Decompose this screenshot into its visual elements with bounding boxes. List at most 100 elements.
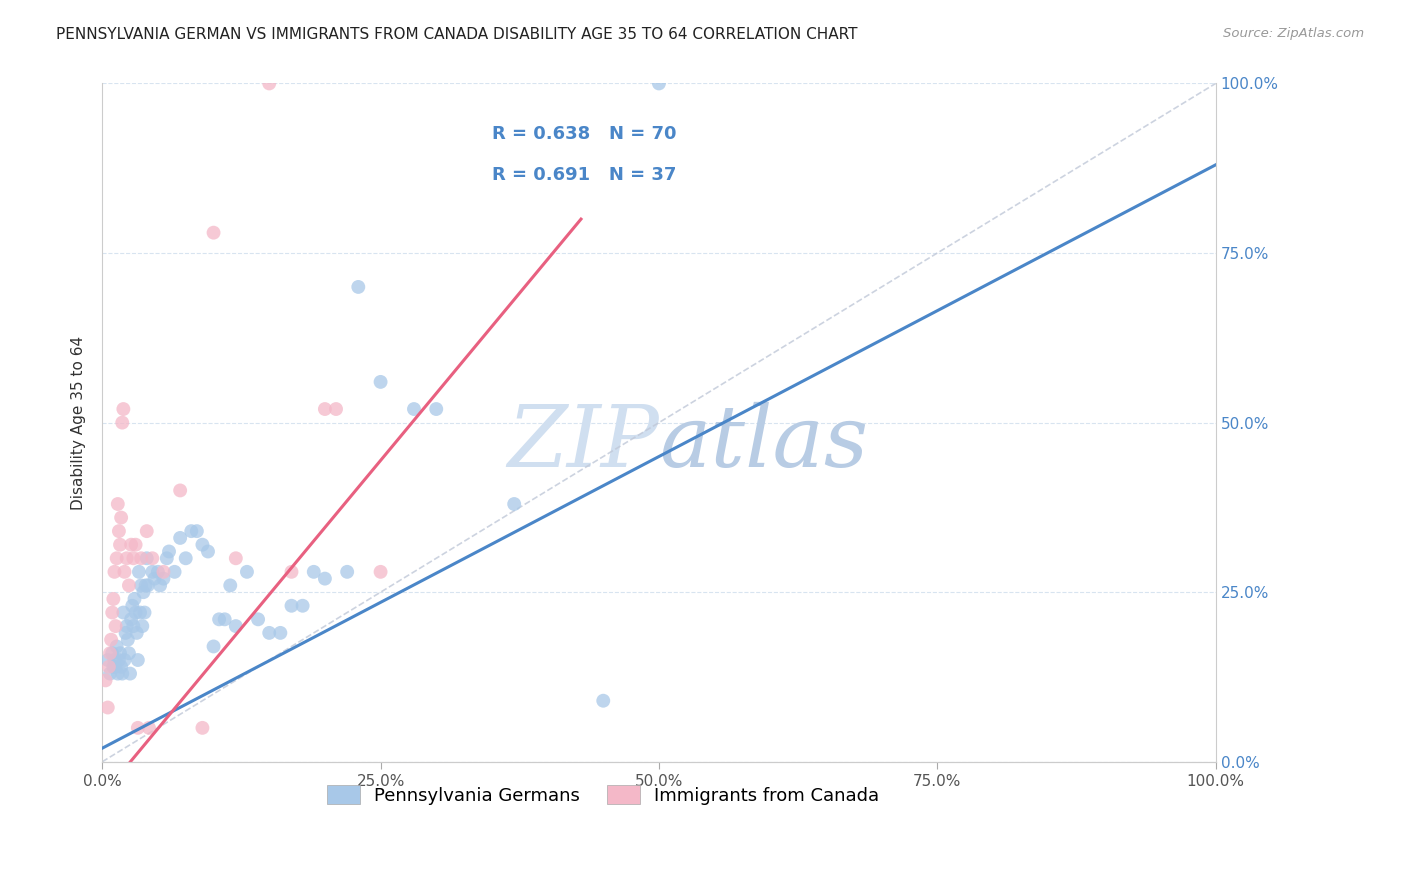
Point: [103, 653, 125, 667]
Point: [314, 402, 336, 417]
Point: [134, 606, 156, 620]
Point: [108, 524, 131, 538]
Point: [347, 280, 370, 294]
Point: [124, 606, 146, 620]
Point: [208, 612, 231, 626]
Point: [114, 565, 136, 579]
Legend: Pennsylvania Germans, Immigrants from Canada: Pennsylvania Germans, Immigrants from Ca…: [318, 776, 889, 814]
Point: [214, 612, 236, 626]
Point: [136, 578, 159, 592]
Point: [115, 619, 138, 633]
Point: [127, 721, 149, 735]
Point: [280, 565, 302, 579]
Point: [111, 666, 134, 681]
Point: [141, 565, 163, 579]
Point: [120, 612, 142, 626]
Point: [174, 551, 197, 566]
Point: [94, 673, 117, 688]
Point: [257, 77, 280, 91]
Point: [108, 653, 131, 667]
Point: [302, 565, 325, 579]
Point: [112, 402, 135, 417]
Point: [104, 660, 127, 674]
Point: [225, 619, 247, 633]
Point: [97, 660, 120, 674]
Point: [112, 606, 135, 620]
Point: [111, 416, 134, 430]
Point: [118, 646, 141, 660]
Point: [110, 660, 132, 674]
Point: [135, 524, 157, 538]
Point: [108, 538, 131, 552]
Point: [122, 619, 145, 633]
Point: [121, 599, 143, 613]
Text: R = 0.638   N = 70: R = 0.638 N = 70: [492, 125, 676, 144]
Point: [117, 632, 139, 647]
Point: [118, 666, 141, 681]
Point: [425, 402, 447, 417]
Point: [236, 565, 259, 579]
Point: [291, 599, 314, 613]
Point: [127, 653, 149, 667]
Point: [280, 599, 302, 613]
Point: [97, 700, 120, 714]
Point: [108, 646, 131, 660]
Point: [100, 632, 122, 647]
Point: [191, 721, 214, 735]
Point: [132, 585, 155, 599]
Point: [135, 551, 157, 566]
Point: [225, 551, 247, 566]
Point: [592, 694, 614, 708]
Point: [149, 578, 172, 592]
Point: [143, 572, 166, 586]
Point: [125, 626, 148, 640]
Text: Source: ZipAtlas.com: Source: ZipAtlas.com: [1223, 27, 1364, 40]
Point: [152, 565, 174, 579]
Point: [105, 551, 128, 566]
Point: [98, 646, 121, 660]
Text: PENNSYLVANIA GERMAN VS IMMIGRANTS FROM CANADA DISABILITY AGE 35 TO 64 CORRELATIO: PENNSYLVANIA GERMAN VS IMMIGRANTS FROM C…: [56, 27, 858, 42]
Point: [269, 626, 291, 640]
Point: [191, 538, 214, 552]
Point: [104, 619, 127, 633]
Point: [141, 551, 163, 566]
Point: [129, 578, 152, 592]
Point: [118, 578, 141, 592]
Point: [202, 640, 225, 654]
Point: [103, 565, 125, 579]
Point: [219, 578, 242, 592]
Text: ZIP: ZIP: [508, 401, 659, 484]
Point: [129, 551, 152, 566]
Point: [103, 660, 125, 674]
Point: [197, 544, 219, 558]
Point: [336, 565, 359, 579]
Point: [247, 612, 270, 626]
Point: [156, 551, 179, 566]
Point: [128, 565, 150, 579]
Point: [152, 572, 174, 586]
Point: [131, 619, 153, 633]
Point: [129, 606, 152, 620]
Point: [648, 77, 671, 91]
Point: [257, 626, 280, 640]
Point: [370, 375, 392, 389]
Point: [169, 531, 191, 545]
Point: [186, 524, 208, 538]
Point: [98, 666, 121, 681]
Point: [107, 497, 129, 511]
Point: [314, 572, 336, 586]
Point: [180, 524, 202, 538]
Y-axis label: Disability Age 35 to 64: Disability Age 35 to 64: [72, 335, 86, 509]
Point: [101, 606, 124, 620]
Point: [114, 626, 136, 640]
Point: [124, 591, 146, 606]
Point: [124, 538, 146, 552]
Point: [107, 666, 129, 681]
Point: [157, 544, 180, 558]
Point: [115, 551, 138, 566]
Point: [122, 551, 145, 566]
Point: [138, 721, 160, 735]
Point: [105, 640, 128, 654]
Point: [120, 538, 142, 552]
Text: atlas: atlas: [659, 401, 868, 484]
